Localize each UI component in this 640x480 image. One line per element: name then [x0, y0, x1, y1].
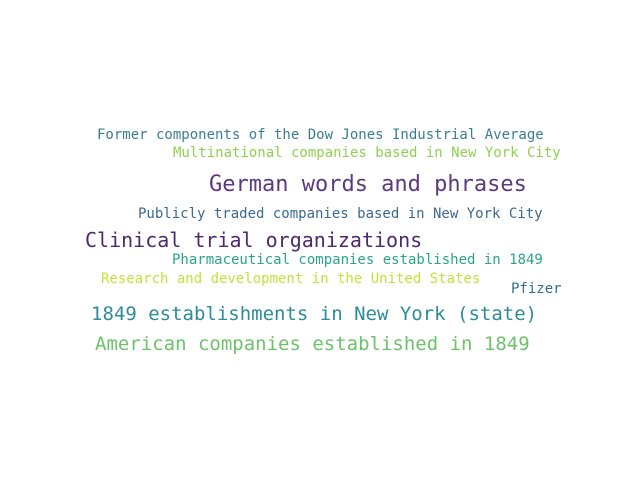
word-publicly-traded-nyc: Publicly traded companies based in New Y… — [138, 206, 543, 222]
word-dow-jones-components: Former components of the Dow Jones Indus… — [97, 127, 544, 143]
word-research-development-us: Research and development in the United S… — [101, 271, 481, 287]
word-clinical-trial-orgs: Clinical trial organizations — [85, 228, 423, 252]
word-german-words: German words and phrases — [209, 172, 527, 197]
word-multinational-nyc: Multinational companies based in New Yor… — [173, 145, 561, 161]
word-pfizer: Pfizer — [511, 281, 562, 297]
word-1849-establishments-ny: 1849 establishments in New York (state) — [91, 303, 538, 325]
word-american-companies-1849: American companies established in 1849 — [95, 333, 530, 355]
word-pharma-1849: Pharmaceutical companies established in … — [172, 252, 543, 268]
